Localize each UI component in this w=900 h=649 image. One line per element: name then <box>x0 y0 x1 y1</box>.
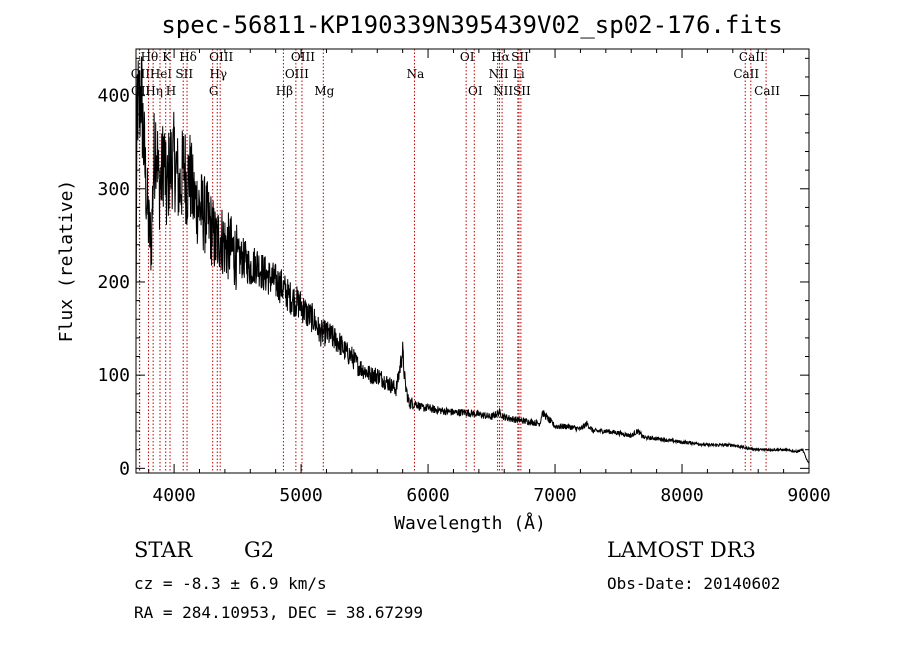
line-label: Mg <box>314 84 334 98</box>
line-label: Hβ <box>276 84 293 98</box>
line-label: OI <box>468 84 483 98</box>
x-tick-label: 4000 <box>152 485 195 506</box>
line-label: NII <box>493 84 513 98</box>
y-tick-label: 0 <box>119 458 130 479</box>
object-class: STAR <box>134 538 193 562</box>
line-label: OI <box>460 50 475 64</box>
line-label: H <box>166 84 176 98</box>
axis-ticks: 4000 5000 6000 7000 8000 9000 0 100 200 300 400 <box>97 49 831 506</box>
line-label: HeI <box>150 67 173 81</box>
line-label: Hδ <box>179 50 197 64</box>
line-label: SII <box>175 67 193 81</box>
line-label: SII <box>513 84 531 98</box>
line-label: CaII <box>754 84 780 98</box>
x-tick-label: 7000 <box>533 485 576 506</box>
x-tick-label: 5000 <box>279 485 322 506</box>
line-label: K <box>162 50 172 64</box>
x-tick-label: 8000 <box>660 485 703 506</box>
plot-frame <box>135 48 810 474</box>
y-tick-label: 200 <box>97 272 130 293</box>
y-tick-label: 400 <box>97 86 130 107</box>
line-label: Hα <box>491 50 510 64</box>
line-label: Na <box>407 67 425 81</box>
line-label: OII <box>131 67 151 81</box>
line-label: OIII <box>291 50 315 64</box>
x-tick-label: 6000 <box>406 485 449 506</box>
line-label: G <box>209 84 219 98</box>
chart-title: spec-56811-KP190339N395439V02_sp02-176.f… <box>161 11 782 39</box>
object-subclass: G2 <box>244 538 275 562</box>
line-label: Hγ <box>209 67 227 81</box>
x-axis-label: Wavelength (Å) <box>394 512 546 534</box>
observation-date: Obs-Date: 20140602 <box>607 574 781 593</box>
line-label: Hθ <box>141 50 159 64</box>
redshift-velocity: cz = -8.3 ± 6.9 km/s <box>134 574 327 593</box>
x-tick-label: 9000 <box>787 485 830 506</box>
line-label: SII <box>511 50 529 64</box>
y-tick-label: 300 <box>97 179 130 200</box>
y-axis-label: Flux (relative) <box>56 180 77 343</box>
sky-coordinates: RA = 284.10953, DEC = 38.67299 <box>134 603 423 622</box>
y-tick-label: 100 <box>97 365 130 386</box>
spectrum-line <box>135 56 810 464</box>
line-label: CaII <box>733 67 759 81</box>
line-label: OIII <box>209 50 233 64</box>
line-label: CaII <box>739 50 765 64</box>
line-label: OIII <box>285 67 309 81</box>
survey-name: LAMOST DR3 <box>607 538 756 562</box>
line-label: NII <box>489 67 509 81</box>
line-label: Hη <box>145 84 163 98</box>
